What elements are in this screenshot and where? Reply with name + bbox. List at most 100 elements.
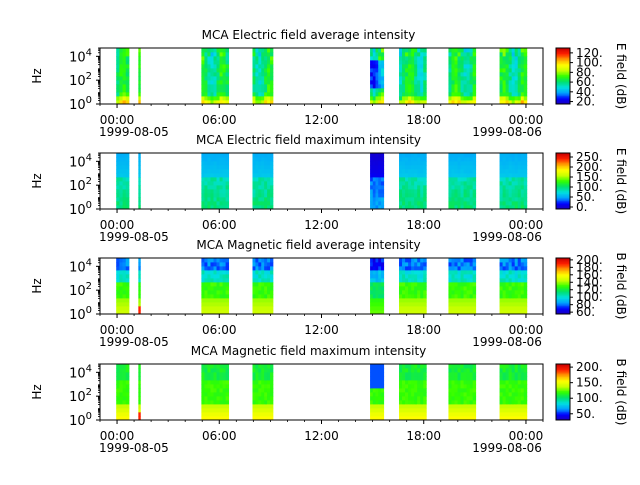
spectrogram-cell <box>372 197 376 202</box>
spectrogram-cell <box>207 310 211 315</box>
spectrogram-cell <box>511 392 516 397</box>
spectrogram-cell <box>472 205 477 210</box>
spectrogram-cell <box>454 68 458 73</box>
colorbar-tick-label: 80. <box>576 65 595 79</box>
spectrogram-cell <box>225 181 230 186</box>
spectrogram-cell <box>466 161 471 166</box>
colorbar-tick-label: 150. <box>576 170 603 184</box>
spectrogram-cell <box>213 48 217 53</box>
spectrogram-cell <box>138 60 141 65</box>
colorbar-swatch <box>556 291 570 294</box>
spectrogram-cell <box>225 68 230 73</box>
colorbar-swatch <box>556 376 570 379</box>
spectrogram-cell <box>267 270 271 275</box>
spectrogram-cell <box>252 274 256 279</box>
spectrogram-cell <box>514 376 519 381</box>
spectrogram-cell <box>414 48 418 53</box>
spectrogram-cell <box>116 396 120 401</box>
spectrogram-cell <box>417 64 421 69</box>
colorbar-swatch <box>556 386 570 389</box>
spectrogram-cell <box>511 388 516 393</box>
spectrogram-cell <box>380 185 385 190</box>
spectrogram-cell <box>420 286 424 291</box>
spectrogram-cell <box>466 258 471 263</box>
spectrogram-cell <box>125 201 130 206</box>
spectrogram-cell <box>417 372 421 377</box>
spectrogram-cell <box>222 376 227 381</box>
spectrogram-cell <box>469 306 474 311</box>
spectrogram-cell <box>420 302 424 307</box>
spectrogram-cell <box>417 80 421 85</box>
spectrogram-cell <box>420 96 424 101</box>
spectrogram-cell <box>517 258 522 263</box>
spectrogram-cell <box>267 408 271 413</box>
spectrogram-cell <box>399 384 403 389</box>
spectrogram-cell <box>402 368 406 373</box>
x-tick-label: 00:00 <box>509 429 544 443</box>
spectrogram-cell <box>370 52 374 57</box>
spectrogram-cell <box>122 302 127 307</box>
spectrogram-cell <box>201 392 205 397</box>
spectrogram-cell <box>505 364 510 369</box>
spectrogram-cell <box>399 388 403 393</box>
spectrogram-cell <box>508 302 513 307</box>
spectrogram-cell <box>472 88 477 93</box>
spectrogram-cell <box>463 372 468 377</box>
spectrogram-cell <box>125 68 130 73</box>
spectrogram-cell <box>264 197 268 202</box>
spectrogram-cell <box>252 177 256 182</box>
spectrogram-cell <box>204 60 208 65</box>
spectrogram-cell <box>216 72 220 77</box>
spectrogram-cell <box>463 201 468 206</box>
spectrogram-cell <box>119 68 123 73</box>
spectrogram-cell <box>399 48 403 53</box>
spectrogram-cell <box>417 88 421 93</box>
spectrogram-cell <box>469 177 474 182</box>
spectrogram-cell <box>216 84 220 89</box>
spectrogram-cell <box>457 185 461 190</box>
spectrogram-cell <box>116 48 120 53</box>
spectrogram-cell <box>252 392 256 397</box>
spectrogram-cell <box>264 262 268 267</box>
spectrogram-cell <box>517 52 522 57</box>
spectrogram-cell <box>372 48 376 53</box>
spectrogram-cell <box>258 290 262 295</box>
spectrogram-cell <box>204 76 208 81</box>
spectrogram-cell <box>255 368 259 373</box>
spectrogram-cell <box>460 92 464 97</box>
spectrogram-cell <box>505 388 510 393</box>
spectrogram-cell <box>511 416 516 421</box>
spectrogram-cell <box>499 48 503 53</box>
spectrogram-cell <box>216 388 220 393</box>
spectrogram-cell <box>138 302 141 307</box>
spectrogram-cell <box>138 306 141 311</box>
spectrogram-cell <box>119 416 123 421</box>
spectrogram-cell <box>225 173 230 178</box>
spectrogram-cell <box>499 76 503 81</box>
colorbar-swatch <box>556 279 570 281</box>
spectrogram-cell <box>523 56 528 61</box>
x-tick-label: 12:00 <box>304 323 339 337</box>
plot-frame <box>99 47 544 105</box>
spectrogram-cell <box>508 68 513 73</box>
x-tick-label: 06:00 <box>202 429 237 443</box>
spectrogram-cell <box>405 286 409 291</box>
spectrogram-cell <box>402 177 406 182</box>
spectrogram-cell <box>122 72 127 77</box>
spectrogram-cell <box>472 100 477 105</box>
spectrogram-cell <box>411 380 415 385</box>
spectrogram-cell <box>225 52 230 57</box>
spectrogram-cell <box>116 56 120 61</box>
spectrogram-cell <box>378 384 382 389</box>
spectrogram-cell <box>378 72 382 77</box>
spectrogram-cell <box>258 100 262 105</box>
spectrogram-cell <box>267 60 271 65</box>
spectrogram-cell <box>252 80 256 85</box>
spectrogram-cell <box>457 290 461 295</box>
spectrogram-cell <box>411 205 415 210</box>
spectrogram-cell <box>414 185 418 190</box>
spectrogram-cell <box>520 52 525 57</box>
spectrogram-cell <box>219 177 223 182</box>
spectrogram-cell <box>399 416 403 421</box>
spectrogram-cell <box>261 274 265 279</box>
